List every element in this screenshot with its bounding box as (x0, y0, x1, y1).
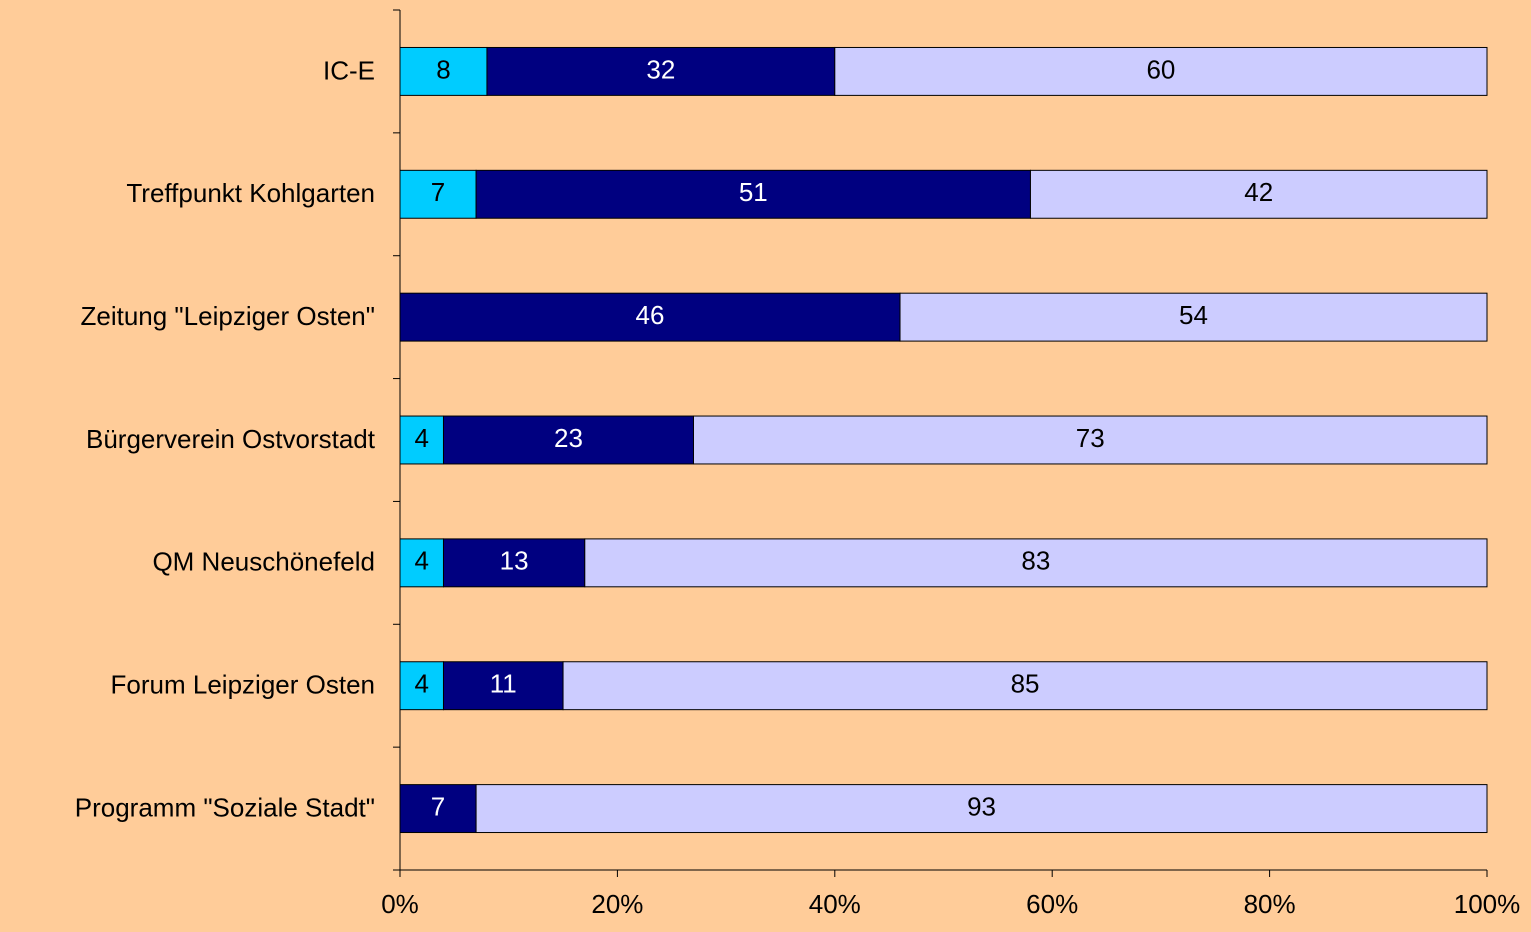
x-tick-label: 20% (591, 889, 643, 919)
y-tick-label: Treffpunkt Kohlgarten (126, 178, 375, 208)
data-label: 93 (967, 791, 996, 821)
data-label: 85 (1011, 669, 1040, 699)
bar-segment (442, 415, 694, 465)
data-label: 83 (1021, 546, 1050, 576)
data-label: 7 (431, 791, 445, 821)
bar-segment (399, 538, 444, 588)
data-label: 11 (490, 669, 517, 699)
bar-segment (692, 415, 1488, 465)
x-tick-label: 60% (1026, 889, 1078, 919)
bar-segment (399, 292, 901, 342)
data-label: 4 (415, 546, 429, 576)
y-tick-label: Forum Leipziger Osten (111, 670, 375, 700)
x-tick-label: 40% (809, 889, 861, 919)
bar-segment (399, 46, 488, 96)
data-label: 8 (436, 54, 450, 84)
data-label: 4 (415, 669, 429, 699)
y-tick-label: Zeitung "Leipziger Osten" (80, 301, 375, 331)
y-tick-label: QM Neuschönefeld (152, 547, 375, 577)
bar-segment (899, 292, 1488, 342)
bar-segment (834, 46, 1488, 96)
x-tick-label: 0% (381, 889, 419, 919)
x-tick-label: 80% (1244, 889, 1296, 919)
data-label: 46 (636, 300, 665, 330)
data-label: 42 (1244, 177, 1273, 207)
data-label: 4 (415, 423, 429, 453)
data-label: 73 (1076, 423, 1105, 453)
bar-segment (442, 661, 564, 711)
bar-segment (584, 538, 1488, 588)
data-label: 23 (554, 423, 583, 453)
bar-segment (1029, 169, 1488, 219)
data-label: 51 (739, 177, 768, 207)
data-label: 13 (500, 546, 529, 576)
bar-segment (486, 46, 836, 96)
data-label: 32 (646, 54, 675, 84)
data-label: 60 (1146, 54, 1175, 84)
x-tick-label: 100% (1454, 889, 1521, 919)
data-label: 7 (431, 177, 445, 207)
data-label: 54 (1179, 300, 1208, 330)
bar-segment (475, 784, 1488, 834)
y-tick-label: Programm "Soziale Stadt" (75, 792, 375, 822)
y-tick-label: IC-E (323, 55, 375, 85)
bar-segment (562, 661, 1488, 711)
y-tick-label: Bürgerverein Ostvorstadt (86, 424, 376, 454)
bar-segment (442, 538, 586, 588)
bar-segment (475, 169, 1031, 219)
